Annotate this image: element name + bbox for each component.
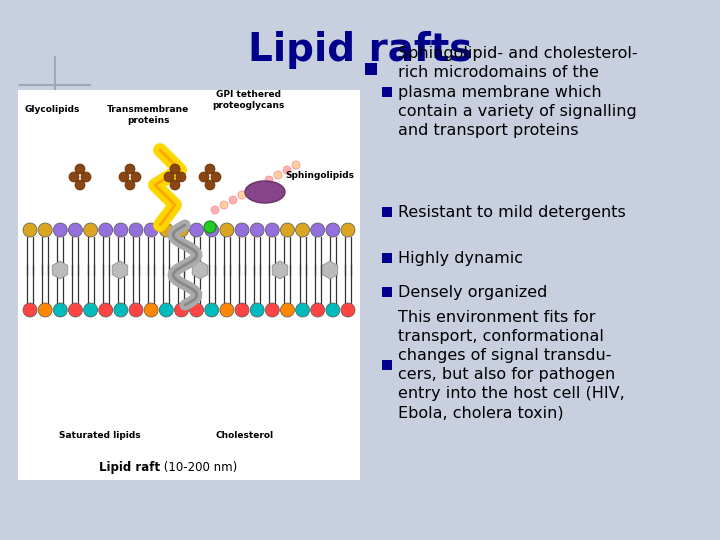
Circle shape (125, 164, 135, 174)
Circle shape (341, 223, 355, 237)
Bar (365, 63, 377, 75)
Bar (382, 287, 392, 297)
Circle shape (114, 223, 128, 237)
Circle shape (125, 180, 135, 190)
Circle shape (189, 303, 204, 317)
Circle shape (205, 164, 215, 174)
Circle shape (326, 303, 340, 317)
Circle shape (131, 172, 141, 182)
Circle shape (250, 223, 264, 237)
Text: This environment fits for
transport, conformational
changes of signal transdu-
c: This environment fits for transport, con… (398, 309, 625, 421)
Circle shape (265, 303, 279, 317)
Circle shape (250, 303, 264, 317)
Circle shape (220, 303, 234, 317)
Circle shape (68, 223, 82, 237)
Ellipse shape (245, 181, 285, 203)
Circle shape (68, 303, 82, 317)
Circle shape (53, 303, 67, 317)
Circle shape (189, 223, 204, 237)
Circle shape (38, 223, 52, 237)
Circle shape (256, 181, 264, 189)
Circle shape (247, 186, 255, 194)
Circle shape (170, 180, 180, 190)
Text: Transmembrane
proteins: Transmembrane proteins (107, 105, 189, 125)
Text: Sphingolipid- and cholesterol-
rich microdomains of the
plasma membrane which
co: Sphingolipid- and cholesterol- rich micr… (398, 46, 638, 138)
Circle shape (311, 223, 325, 237)
Circle shape (23, 303, 37, 317)
Circle shape (23, 223, 37, 237)
Text: Densely organized: Densely organized (398, 285, 547, 300)
Text: Highly dynamic: Highly dynamic (398, 251, 523, 266)
Circle shape (176, 172, 186, 182)
Circle shape (81, 172, 91, 182)
Circle shape (99, 303, 113, 317)
Circle shape (174, 303, 189, 317)
Circle shape (144, 223, 158, 237)
Circle shape (296, 223, 310, 237)
Circle shape (38, 303, 52, 317)
Circle shape (69, 172, 79, 182)
Text: Sphingolipids: Sphingolipids (286, 171, 354, 179)
Circle shape (159, 303, 174, 317)
Circle shape (238, 191, 246, 199)
Circle shape (204, 221, 216, 233)
Circle shape (119, 172, 129, 182)
Circle shape (75, 164, 85, 174)
Circle shape (211, 172, 221, 182)
Bar (382, 253, 392, 263)
Circle shape (220, 223, 234, 237)
Circle shape (75, 180, 85, 190)
Circle shape (129, 223, 143, 237)
Bar (382, 87, 392, 97)
Circle shape (235, 223, 249, 237)
Circle shape (292, 161, 300, 169)
Circle shape (84, 303, 98, 317)
Circle shape (311, 303, 325, 317)
Circle shape (199, 172, 209, 182)
Text: Cholesterol: Cholesterol (216, 430, 274, 440)
Circle shape (205, 180, 215, 190)
Text: (10-200 nm): (10-200 nm) (160, 462, 238, 475)
Text: Glycolipids: Glycolipids (24, 105, 80, 114)
Circle shape (204, 223, 219, 237)
Circle shape (280, 303, 294, 317)
Circle shape (53, 223, 67, 237)
Text: GPI tethered
proteoglycans: GPI tethered proteoglycans (212, 90, 284, 110)
Circle shape (265, 223, 279, 237)
Text: Lipid raft: Lipid raft (99, 462, 160, 475)
Circle shape (341, 303, 355, 317)
Bar (382, 360, 392, 370)
Bar (382, 207, 392, 217)
Circle shape (283, 166, 291, 174)
Text: Lipid rafts: Lipid rafts (248, 31, 472, 69)
Circle shape (265, 176, 273, 184)
Circle shape (229, 196, 237, 204)
Circle shape (164, 172, 174, 182)
Circle shape (129, 303, 143, 317)
Circle shape (211, 206, 219, 214)
Circle shape (84, 223, 98, 237)
Circle shape (204, 303, 219, 317)
Circle shape (296, 303, 310, 317)
Circle shape (170, 164, 180, 174)
Circle shape (280, 223, 294, 237)
Bar (18, 90, 360, 480)
Circle shape (274, 171, 282, 179)
Circle shape (99, 223, 113, 237)
Circle shape (326, 223, 340, 237)
Circle shape (174, 223, 189, 237)
Text: Saturated lipids: Saturated lipids (59, 430, 141, 440)
Circle shape (235, 303, 249, 317)
Text: Resistant to mild detergents: Resistant to mild detergents (398, 205, 626, 219)
Circle shape (114, 303, 128, 317)
Circle shape (220, 201, 228, 209)
Circle shape (159, 223, 174, 237)
Circle shape (144, 303, 158, 317)
